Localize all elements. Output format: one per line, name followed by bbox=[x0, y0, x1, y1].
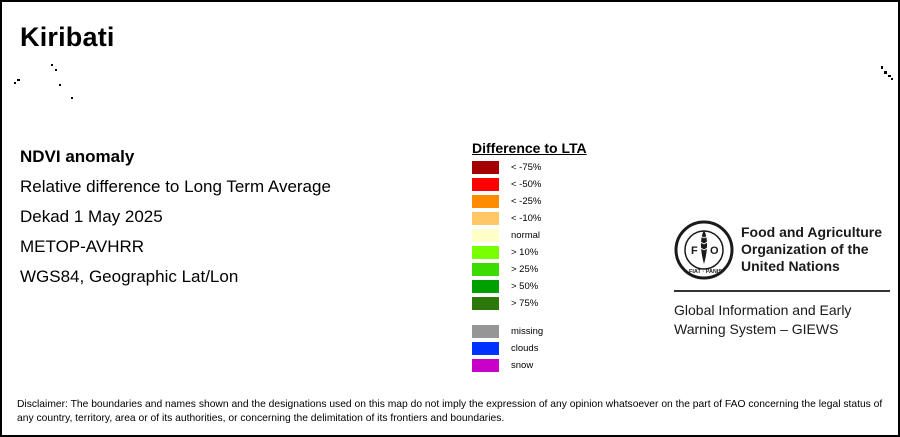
giews-line: Global Information and Early bbox=[674, 302, 852, 318]
island-speck bbox=[888, 75, 891, 77]
legend-item: < -50% bbox=[472, 177, 541, 191]
legend-item: > 10% bbox=[472, 245, 538, 259]
island-speck bbox=[881, 66, 883, 69]
fao-logo-icon: F O A FIAT · PANIS bbox=[674, 220, 734, 280]
island-speck bbox=[884, 71, 887, 74]
fao-name-line: Food and Agriculture bbox=[741, 224, 883, 240]
legend-item-snow: snow bbox=[472, 358, 533, 372]
legend-item: < -75% bbox=[472, 160, 541, 174]
legend-label: snow bbox=[511, 359, 534, 371]
island-speck bbox=[59, 84, 61, 86]
legend-item: > 75% bbox=[472, 296, 538, 310]
legend-item: < -25% bbox=[472, 194, 541, 208]
legend-label: normal bbox=[511, 229, 541, 241]
legend-label: missing bbox=[511, 325, 544, 337]
island-speck bbox=[51, 64, 53, 66]
fao-name-line: Organization of the bbox=[741, 241, 869, 257]
legend-label: < -75% bbox=[511, 161, 542, 173]
legend-swatch bbox=[472, 194, 499, 208]
legend-swatch bbox=[472, 341, 499, 355]
legend-swatch bbox=[472, 358, 499, 372]
product-description: Relative difference to Long Term Average bbox=[20, 177, 331, 196]
island-speck bbox=[891, 78, 893, 80]
fao-organization-name: Food and Agriculture Organization of the… bbox=[741, 224, 882, 275]
legend-swatch bbox=[472, 160, 499, 174]
giews-name: Global Information and Early Warning Sys… bbox=[674, 301, 851, 339]
time-period: Dekad 1 May 2025 bbox=[20, 207, 163, 226]
giews-line: Warning System – GIEWS bbox=[674, 321, 839, 337]
island-speck bbox=[14, 82, 16, 84]
sensor-name: METOP-AVHRR bbox=[20, 237, 145, 256]
legend-swatch bbox=[472, 262, 499, 276]
legend-item: > 25% bbox=[472, 262, 538, 276]
divider bbox=[674, 290, 890, 292]
legend-label: > 50% bbox=[511, 280, 539, 292]
island-speck bbox=[55, 69, 57, 71]
legend-swatch bbox=[472, 211, 499, 225]
island-specks bbox=[14, 64, 893, 99]
disclaimer-text: Disclaimer: The boundaries and names sho… bbox=[17, 399, 883, 424]
legend-item: > 50% bbox=[472, 279, 538, 293]
legend-swatch bbox=[472, 324, 499, 338]
legend-item-clouds: clouds bbox=[472, 341, 538, 355]
legend-swatch bbox=[472, 177, 499, 191]
island-speck bbox=[17, 79, 20, 81]
svg-text:O: O bbox=[710, 245, 719, 257]
island-speck bbox=[71, 97, 73, 99]
svg-text:F: F bbox=[691, 245, 698, 257]
projection-info: WGS84, Geographic Lat/Lon bbox=[20, 267, 239, 286]
legend-label: > 10% bbox=[511, 246, 539, 258]
fao-name-line: United Nations bbox=[741, 258, 840, 274]
legend-item: normal bbox=[472, 228, 540, 242]
legend-item: < -10% bbox=[472, 211, 541, 225]
product-name: NDVI anomaly bbox=[20, 147, 135, 166]
legend-label: < -10% bbox=[511, 212, 542, 224]
legend-label: > 75% bbox=[511, 297, 539, 309]
legend-title: Difference to LTA bbox=[472, 140, 587, 156]
legend-label: clouds bbox=[511, 342, 539, 354]
legend-swatch bbox=[472, 279, 499, 293]
legend-label: > 25% bbox=[511, 263, 539, 275]
legend-label: < -25% bbox=[511, 195, 542, 207]
svg-text:FIAT · PANIS: FIAT · PANIS bbox=[689, 269, 722, 275]
legend-label: < -50% bbox=[511, 178, 542, 190]
legend-swatch bbox=[472, 245, 499, 259]
legend-swatch bbox=[472, 296, 499, 310]
legend-swatch bbox=[472, 228, 499, 242]
map-title: Kiribati bbox=[20, 22, 115, 52]
legend-item-missing: missing bbox=[472, 324, 543, 338]
